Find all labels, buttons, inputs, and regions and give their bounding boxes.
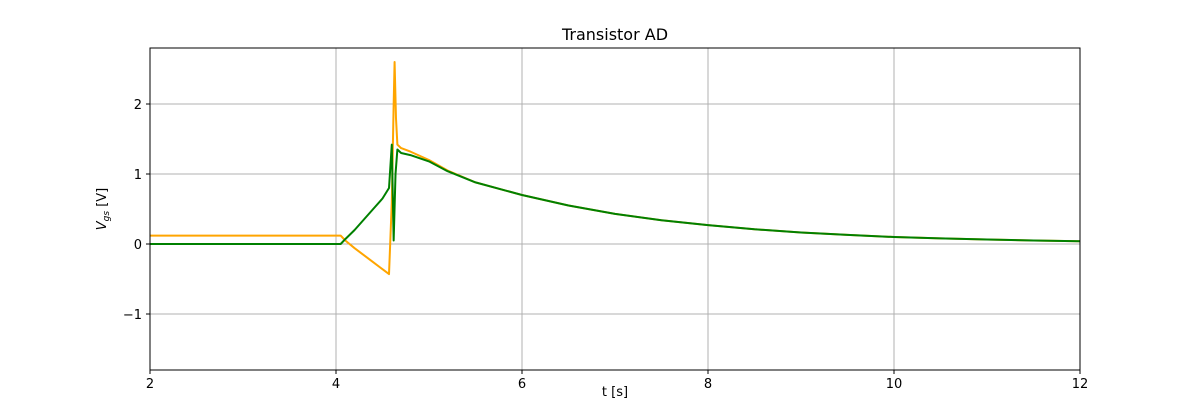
y-axis-label-unit: [V] [95,188,110,211]
x-axis-label: t [s] [602,385,628,400]
x-tick-label: 6 [518,377,526,392]
y-tick-label: 0 [134,238,142,253]
x-tick-label: 2 [146,377,154,392]
y-tick-label: −1 [123,308,142,323]
y-axis-label-main: V [95,220,110,230]
y-axis-label: Vgs [V] [95,188,112,230]
x-tick-label: 4 [332,377,340,392]
plot-frame [149,47,1081,371]
chart-title: Transistor AD [561,25,668,44]
grid [149,48,1081,370]
series-line-2 [150,143,1081,245]
y-tick-label: 2 [134,98,142,113]
x-tick-label: 12 [1072,377,1089,392]
y-tick-label: 1 [134,168,142,183]
series-line-1 [150,61,1081,276]
x-tick-label: 8 [704,377,712,392]
x-tick-label: 10 [886,377,903,392]
series-lines [150,61,1081,276]
y-axis-label-sub: gs [102,211,112,222]
